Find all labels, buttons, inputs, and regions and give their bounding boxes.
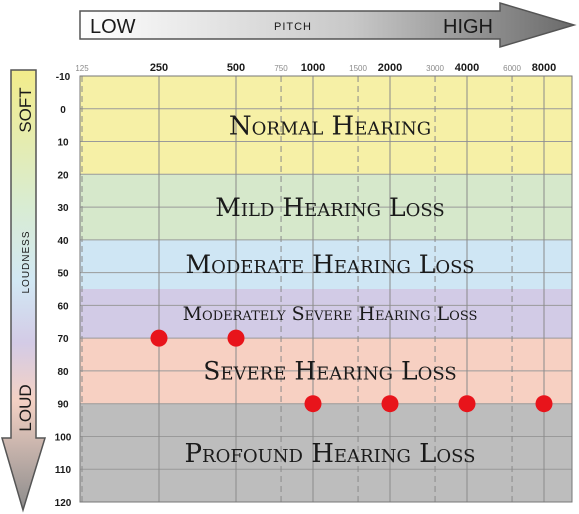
- pitch-arrow: LOW PITCH HIGH: [79, 1, 577, 49]
- data-point: [535, 395, 553, 413]
- band-2: [80, 239, 572, 289]
- plot-border: [79, 75, 573, 503]
- y-tick-label: 30: [57, 203, 69, 214]
- y-tick-label: 20: [57, 170, 69, 181]
- x-tick-label-minor: 125: [75, 64, 89, 73]
- y-tick-label: 110: [55, 465, 72, 476]
- x-tick-label-minor: 6000: [503, 64, 521, 73]
- pitch-low-label: LOW: [90, 16, 136, 38]
- y-tick-label: 0: [60, 105, 66, 116]
- data-point: [381, 395, 399, 413]
- y-tick-label: 90: [57, 400, 69, 411]
- y-tick-label: -10: [56, 72, 71, 83]
- x-tick-label: 500: [227, 62, 245, 74]
- loudness-arrow: SOFT LOUDNESS LOUD: [1, 69, 47, 513]
- x-tick-label-minor: 750: [274, 64, 288, 73]
- x-tick-label: 4000: [455, 62, 479, 74]
- loudness-soft-label: SOFT: [16, 87, 35, 132]
- y-tick-label: 70: [57, 334, 69, 345]
- x-tick-label-minor: 1500: [349, 64, 367, 73]
- y-tick-label: 40: [57, 236, 69, 247]
- x-tick-label: 2000: [378, 62, 402, 74]
- band-label: Mild Hearing Loss: [215, 193, 444, 222]
- y-tick-label: 100: [55, 432, 72, 443]
- band-5: [80, 403, 572, 502]
- band-label: Normal Hearing: [229, 111, 431, 141]
- y-tick-label: 10: [57, 138, 69, 149]
- band-label: Moderately Severe Hearing Loss: [183, 303, 478, 325]
- x-tick-label: 1000: [301, 62, 325, 74]
- data-point: [227, 329, 245, 347]
- band-label: Severe Hearing Loss: [203, 357, 456, 386]
- x-tick-label-minor: 3000: [426, 64, 444, 73]
- y-tick-label: 60: [57, 301, 69, 312]
- data-point: [458, 395, 476, 413]
- y-tick-label: 120: [55, 498, 72, 509]
- band-3: [80, 289, 572, 339]
- band-0: [80, 76, 572, 175]
- y-tick-label: 80: [57, 367, 69, 378]
- pitch-high-label: HIGH: [443, 16, 493, 38]
- band-label: Profound Hearing Loss: [185, 439, 476, 469]
- y-tick-label: 50: [57, 269, 69, 280]
- x-tick-label: 250: [150, 62, 168, 74]
- band-label: Moderate Hearing Loss: [186, 250, 475, 279]
- x-tick-label: 8000: [532, 62, 556, 74]
- loudness-loud-label: LOUD: [16, 384, 35, 431]
- pitch-label: PITCH: [274, 21, 312, 33]
- loudness-label: LOUDNESS: [21, 230, 32, 293]
- data-point: [150, 329, 168, 347]
- data-point: [304, 395, 322, 413]
